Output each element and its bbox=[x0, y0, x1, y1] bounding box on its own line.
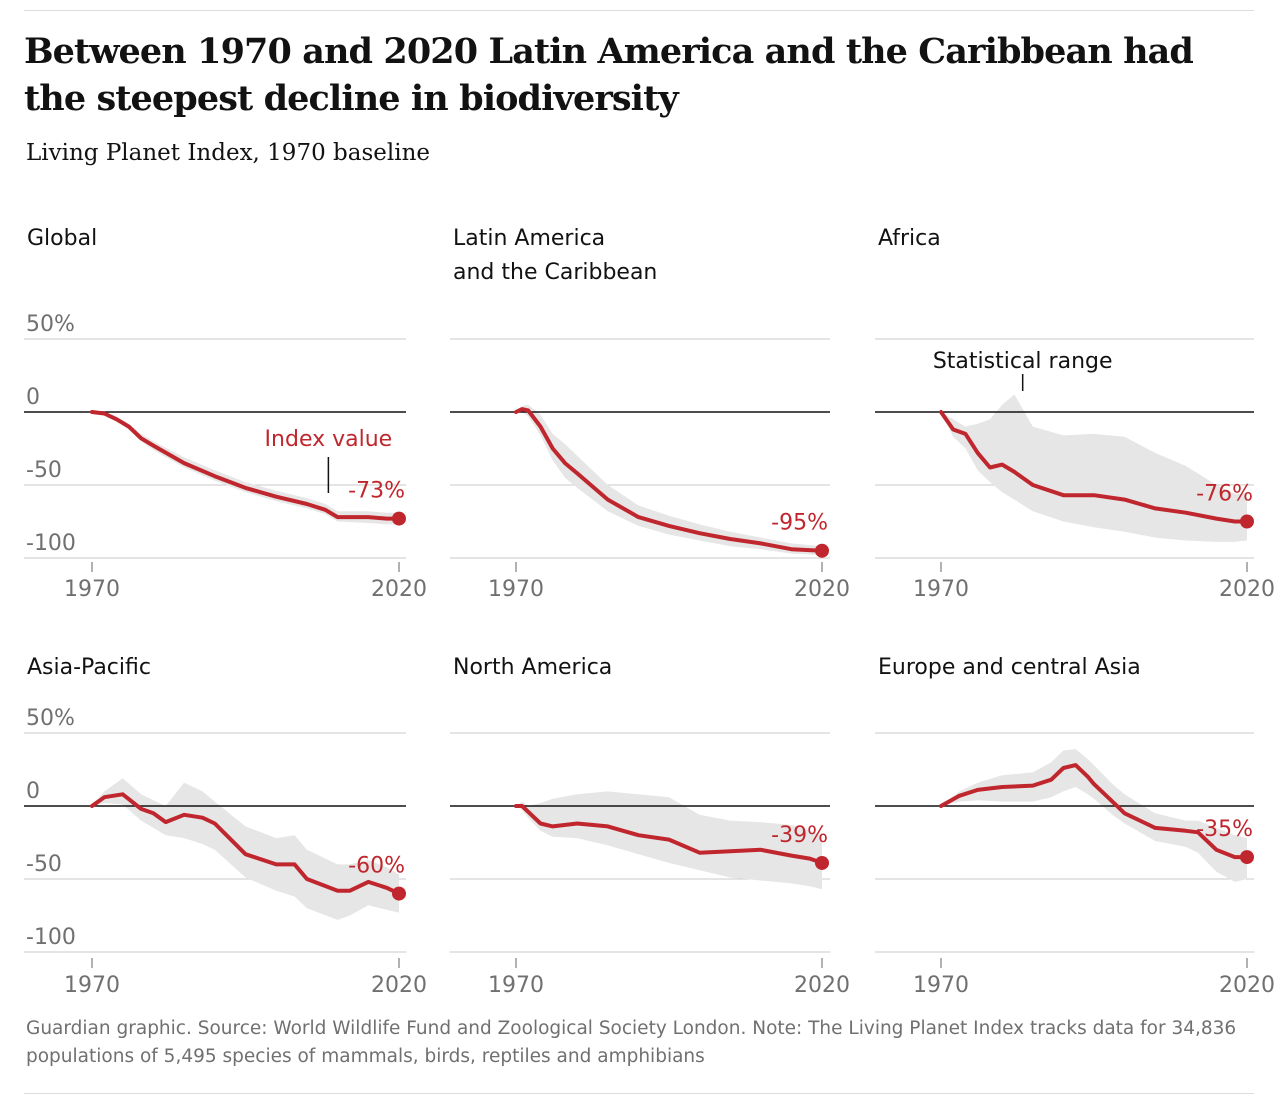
end-point-dot bbox=[1240, 850, 1254, 865]
y-tick-label: 0 bbox=[26, 385, 40, 410]
index-value-line bbox=[514, 804, 824, 865]
x-tick-label: 2020 bbox=[794, 973, 850, 998]
panel-title-line: North America bbox=[453, 655, 612, 680]
end-point-dot bbox=[392, 511, 406, 526]
end-point-dot bbox=[1240, 514, 1254, 529]
panel-north-america: North America -39% 1970 2020 bbox=[450, 655, 850, 998]
panel-africa: Africa -76% 1970 2020 Statistical range bbox=[875, 226, 1275, 602]
x-tick-label: 1970 bbox=[64, 577, 120, 602]
index-value-line bbox=[90, 792, 401, 896]
end-value-label: -95% bbox=[771, 511, 828, 536]
end-point-dot bbox=[392, 886, 406, 901]
x-tick-label: 2020 bbox=[371, 577, 427, 602]
chart-title: Between 1970 and 2020 Latin America and … bbox=[24, 31, 1194, 119]
y-tick-label: -100 bbox=[26, 531, 76, 556]
y-tick-label: -50 bbox=[26, 458, 62, 483]
panel-europe-and-central-asia: Europe and central Asia -35% 1970 2020 bbox=[875, 655, 1275, 998]
x-tick-label: 1970 bbox=[913, 973, 969, 998]
panel-title-line: Europe and central Asia bbox=[878, 655, 1141, 680]
panel-asia-pacific: Asia-Pacific 50% 0 -50 -100 -60% 1970 2020 bbox=[24, 655, 427, 998]
panel-title: Latin America and the Caribbean bbox=[453, 226, 657, 285]
end-value-label: -73% bbox=[348, 479, 405, 504]
x-tick-label: 2020 bbox=[371, 973, 427, 998]
end-point-dot bbox=[815, 855, 829, 870]
index-value-line bbox=[514, 407, 824, 553]
panel-latin-america-and-the-caribbean: Latin America and the Caribbean -95% 1970 20… bbox=[450, 226, 850, 602]
statistical-range-band bbox=[941, 749, 1247, 882]
y-tick-label: -100 bbox=[26, 925, 76, 950]
y-tick-label: 50% bbox=[26, 706, 75, 731]
small-multiples-chart: Global 50% 0 -50 -100 -73% 1970 2020 Index value… bbox=[24, 226, 1275, 998]
x-tick-label: 2020 bbox=[1219, 577, 1275, 602]
y-tick-label: 0 bbox=[26, 779, 40, 804]
end-value-label: -60% bbox=[348, 854, 405, 879]
x-tick-label: 1970 bbox=[488, 973, 544, 998]
x-tick-label: 1970 bbox=[488, 577, 544, 602]
y-tick-label: -50 bbox=[26, 852, 62, 877]
statistical-range-band bbox=[941, 394, 1247, 542]
y-tick-label: 50% bbox=[26, 312, 75, 337]
panel-title-line: Global bbox=[27, 226, 97, 251]
x-tick-label: 1970 bbox=[913, 577, 969, 602]
panel-title-line: Latin America bbox=[453, 226, 605, 251]
index-value-line bbox=[90, 410, 401, 521]
panel-title: Asia-Pacific bbox=[27, 655, 151, 680]
end-point-dot bbox=[815, 543, 829, 558]
panel-title: Europe and central Asia bbox=[878, 655, 1141, 680]
top-rule bbox=[24, 10, 1254, 11]
panel-title-line: Africa bbox=[878, 226, 941, 251]
panel-title: Africa bbox=[878, 226, 941, 251]
statistical-range-annotation: Statistical range bbox=[933, 349, 1113, 374]
index-value-line bbox=[939, 410, 1249, 524]
index-value-annotation: Index value bbox=[265, 427, 393, 452]
x-tick-label: 1970 bbox=[64, 973, 120, 998]
bottom-rule bbox=[24, 1093, 1254, 1094]
panel-global: Global 50% 0 -50 -100 -73% 1970 2020 Index value bbox=[24, 226, 427, 602]
source-note: Guardian graphic. Source: World Wildlife… bbox=[26, 1018, 1237, 1067]
statistical-range-band bbox=[92, 778, 399, 920]
end-value-label: -39% bbox=[771, 823, 828, 848]
chart-subtitle: Living Planet Index, 1970 baseline bbox=[26, 140, 431, 166]
index-value-line bbox=[939, 763, 1249, 860]
end-value-label: -35% bbox=[1196, 817, 1253, 842]
panel-title: Global bbox=[27, 226, 97, 251]
panel-title: North America bbox=[453, 655, 612, 680]
panel-title-line: Asia-Pacific bbox=[27, 655, 151, 680]
end-value-label: -76% bbox=[1196, 482, 1253, 507]
x-tick-label: 2020 bbox=[1219, 973, 1275, 998]
x-tick-label: 2020 bbox=[794, 577, 850, 602]
panel-title-line: and the Caribbean bbox=[453, 260, 657, 285]
